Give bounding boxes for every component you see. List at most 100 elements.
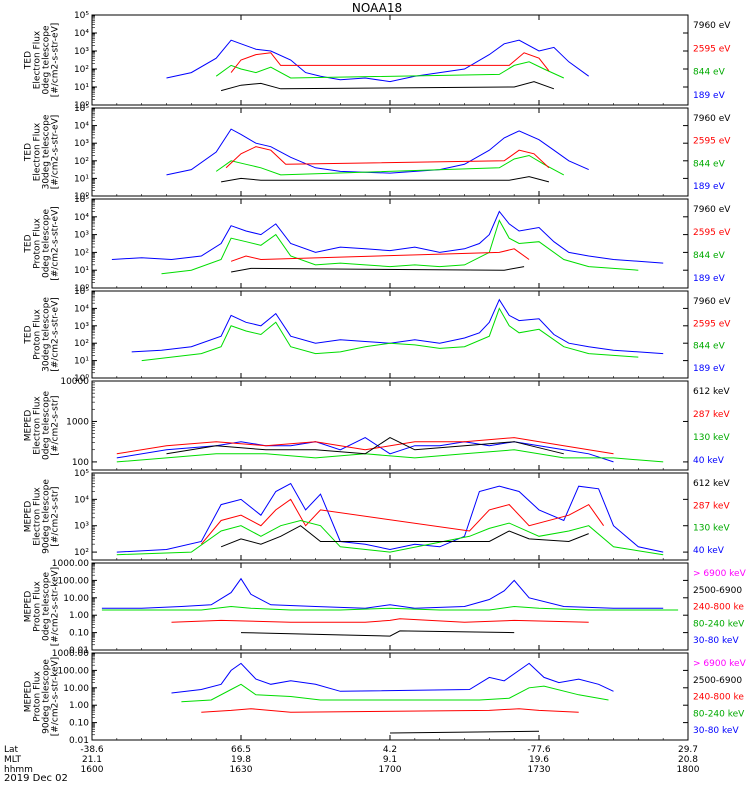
legend-entry: 612 keV bbox=[693, 387, 730, 397]
y-tick-label: 10² bbox=[74, 157, 89, 167]
y-tick-label: 1000 bbox=[66, 417, 89, 427]
y-tick-label: 10⁰ bbox=[74, 284, 89, 294]
y-tick-label: 10.00 bbox=[63, 594, 89, 604]
axis-row-value: 9.1 bbox=[383, 755, 397, 765]
y-axis-label-line: [#/cm2-s-str] bbox=[51, 395, 61, 455]
series-line-844-eV bbox=[161, 219, 639, 275]
y-tick-label: 10⁴ bbox=[74, 495, 89, 505]
figure-title: NOAA18 bbox=[352, 1, 402, 15]
axis-row-value: 66.5 bbox=[231, 745, 251, 755]
y-tick-label: 10⁰ bbox=[74, 374, 89, 384]
legend-entry: 189 eV bbox=[693, 182, 726, 192]
series-line-189-eV bbox=[166, 39, 589, 83]
y-tick-label: 10¹ bbox=[74, 174, 89, 184]
axis-row-value: 29.7 bbox=[678, 745, 698, 755]
y-axis-label-line: 30deg telescope bbox=[42, 114, 52, 189]
series-line-287-keV bbox=[116, 437, 614, 455]
y-axis-label-line: [#/cm2-s-str-eV] bbox=[51, 23, 61, 98]
y-axis-label-line: [#/cm2-s-str-eV] bbox=[51, 206, 61, 281]
panel-8: 0.01 0.10 1.00 10.00 100.00 1000.00 MEPED Proto… bbox=[24, 649, 747, 746]
legend-entry: > 6900 keV bbox=[693, 659, 747, 669]
y-tick-label: 10⁵ bbox=[74, 11, 89, 21]
y-tick-label: 10⁵ bbox=[74, 287, 89, 297]
legend-entry: 2500-6900 bbox=[693, 586, 742, 596]
y-axis-label-line: 30deg telescope bbox=[42, 297, 52, 372]
y-tick-label: 10⁴ bbox=[74, 304, 89, 314]
panel-2: 10⁰ 10¹ 10² 10³ 10⁴ 10⁵ TED Electron Flux 30deg … bbox=[24, 104, 732, 202]
y-axis-label-line: 0deg telescope bbox=[42, 25, 52, 95]
y-tick-label: 10³ bbox=[74, 139, 89, 149]
legend-entry: 7960 eV bbox=[693, 114, 731, 124]
series-line-7960-eV bbox=[231, 266, 525, 273]
series-line-844-eV bbox=[215, 154, 565, 176]
x-axis-labels: Lat -38.6 66.5 4.2 -77.6 29.7 MLT 21.1 19.8 9.1 19… bbox=[4, 745, 700, 775]
y-tick-label: 10³ bbox=[74, 231, 89, 241]
legend-entry: 7960 eV bbox=[693, 205, 731, 215]
y-tick-label: 10000 bbox=[60, 377, 89, 387]
y-tick-label: 0.01 bbox=[69, 736, 89, 746]
y-tick-label: 10⁴ bbox=[74, 213, 89, 223]
series-line-2500-6900 bbox=[240, 630, 515, 637]
y-axis-label-line: 90deg telescope bbox=[42, 479, 52, 554]
y-tick-label: 10⁵ bbox=[74, 469, 89, 479]
axis-row-value: 20.8 bbox=[678, 755, 698, 765]
y-tick-label: 10¹ bbox=[74, 266, 89, 276]
series-line-80-240-keV bbox=[101, 605, 679, 611]
y-tick-label: 1.00 bbox=[69, 611, 89, 621]
y-axis-label-line: MEPED bbox=[24, 591, 34, 623]
axis-row-value: 1800 bbox=[677, 765, 700, 775]
series-line-40-keV bbox=[116, 437, 614, 463]
y-tick-label: 10⁵ bbox=[74, 195, 89, 205]
y-axis-label-line: TED bbox=[24, 325, 34, 344]
series-line-80-240-keV bbox=[181, 683, 609, 703]
plot-frame bbox=[91, 652, 689, 741]
y-axis-label-line: TED bbox=[24, 234, 34, 253]
axis-row-value: 1600 bbox=[81, 765, 104, 775]
legend-entry: 7960 eV bbox=[693, 21, 731, 31]
y-tick-label: 0.10 bbox=[69, 629, 89, 639]
legend-entry: 30-80 keV bbox=[693, 636, 739, 646]
y-tick-label: 10⁰ bbox=[74, 192, 89, 202]
y-axis-label-line: [#/cm2-s-str-eV] bbox=[51, 297, 61, 372]
axis-row-value: 1730 bbox=[528, 765, 551, 775]
y-tick-label: 10.00 bbox=[63, 684, 89, 694]
legend-entry: 40 keV bbox=[693, 546, 725, 556]
series-line-189-eV bbox=[111, 210, 664, 264]
series-line-2595-eV bbox=[225, 146, 550, 169]
axis-row-name: MLT bbox=[4, 755, 22, 765]
legend-entry: 844 eV bbox=[693, 68, 726, 78]
y-tick-label: 1000.00 bbox=[52, 559, 89, 569]
series-line-612-keV bbox=[220, 525, 589, 548]
y-axis-label-line: Electron Flux bbox=[33, 396, 43, 455]
legend-entry: 130 keV bbox=[693, 433, 730, 443]
axis-row-name: Lat bbox=[4, 745, 19, 755]
axis-row-name: hhmm bbox=[4, 765, 33, 775]
panel-5: 100 1000 10000 MEPED Electron Flux 0deg teles… bbox=[24, 377, 730, 471]
y-tick-label: 10⁴ bbox=[74, 29, 89, 39]
axis-row-value: -77.6 bbox=[527, 745, 551, 755]
series-line-40-keV bbox=[116, 482, 664, 553]
y-axis-label-line: Electron Flux bbox=[33, 487, 43, 546]
legend-entry: 287 keV bbox=[693, 501, 730, 511]
series-line-130-keV bbox=[116, 519, 664, 556]
axis-row-value: 19.8 bbox=[231, 755, 251, 765]
plot-frame bbox=[91, 107, 689, 197]
date-label: 2019 Dec 02 bbox=[4, 773, 68, 784]
series-line-30-80-keV bbox=[171, 662, 614, 694]
axis-row-value: 21.1 bbox=[82, 755, 102, 765]
y-tick-label: 10² bbox=[74, 248, 89, 258]
y-axis-label-line: [#/cm2-s-str-keV] bbox=[51, 567, 61, 646]
panel-7: 0.01 0.10 1.00 10.00 100.00 1000.00 MEPED Proto… bbox=[24, 559, 747, 656]
series-line-612-keV bbox=[166, 437, 564, 455]
y-tick-label: 10² bbox=[74, 339, 89, 349]
y-axis-label-line: Proton Flux bbox=[33, 671, 43, 722]
y-axis-label-line: MEPED bbox=[24, 681, 34, 713]
y-tick-label: 10⁵ bbox=[74, 104, 89, 114]
y-axis-label-line: [#/cm2-s-str-eV] bbox=[51, 115, 61, 190]
y-axis-label-line: Proton Flux bbox=[33, 581, 43, 632]
y-axis-label-line: Electron Flux bbox=[33, 30, 43, 89]
y-tick-label: 1.00 bbox=[69, 701, 89, 711]
legend-entry: 7960 eV bbox=[693, 297, 731, 307]
